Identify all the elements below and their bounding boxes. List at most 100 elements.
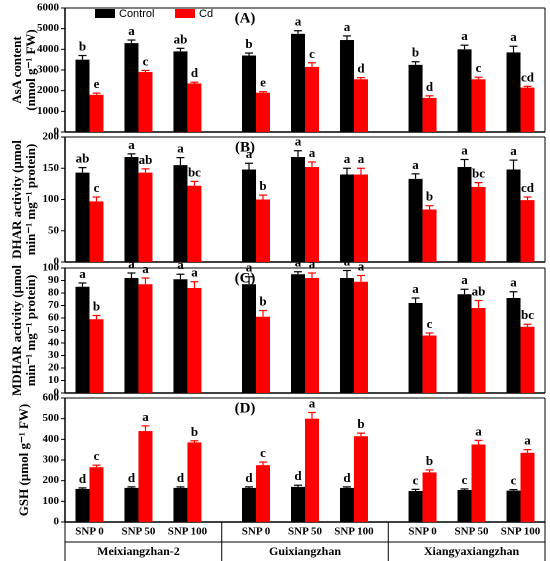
y-tick-label: 100 [43,495,60,507]
y-tick-label: 0 [54,126,60,138]
significance-letter: a [344,151,351,166]
bar [187,83,202,132]
bar [353,174,368,262]
bar [353,79,368,132]
bar [408,303,423,393]
significance-letter: c [427,316,433,331]
bar [173,487,188,522]
significance-letter: e [94,76,100,91]
bar [124,43,139,133]
significance-letter: c [94,180,100,195]
y-tick-label: 20 [48,362,60,374]
bar [75,286,90,393]
bar [89,94,104,132]
significance-letter: ab [139,152,153,167]
significance-letter: a [128,23,135,38]
bar [353,281,368,393]
bar [422,97,437,132]
legend-swatch [175,9,195,18]
significance-letter: c [413,472,419,487]
y-axis-label: (nmol g⁻¹ FW) [23,29,38,111]
y-tick-label: 10 [48,374,60,386]
significance-letter: c [462,472,468,487]
significance-letter: ab [76,151,90,166]
significance-letter: a [295,255,302,270]
significance-letter: b [357,416,364,431]
bar [353,436,368,522]
bar [457,489,472,522]
significance-letter: c [94,448,100,463]
significance-letter: a [510,143,517,158]
y-tick-label: 0 [54,516,60,528]
bar [124,157,139,262]
bar [187,185,202,262]
x-tick-label: SNP 100 [501,526,541,538]
significance-letter: a [510,29,517,44]
significance-letter: c [476,60,482,75]
significance-letter: a [524,433,531,448]
bar [187,442,202,522]
significance-letter: b [93,298,100,313]
significance-letter: bc [188,164,201,179]
bar [256,199,271,262]
bar [173,165,188,262]
bar [75,488,90,522]
significance-letter: a [412,281,419,296]
bar [124,278,139,393]
significance-letter: a [191,265,198,280]
x-tick-label: SNP 50 [455,526,489,538]
x-tick-label: SNP 50 [288,526,322,538]
significance-letter: b [245,36,252,51]
significance-letter: a [128,137,135,152]
y-tick-label: 100 [43,262,60,274]
significance-letter: a [177,141,184,156]
significance-letter: e [260,75,266,90]
bar [291,157,305,262]
panel-label: (B) [235,139,255,155]
y-axis-label: GSH (µmol g⁻¹ FW) [16,404,31,517]
significance-letter: bc [521,307,534,322]
bar [422,335,437,393]
y-tick-label: 3000 [37,64,60,76]
bar [408,178,423,262]
significance-letter: d [357,61,365,76]
bar [339,487,354,522]
significance-letter: d [177,470,185,485]
significance-letter: d [294,468,302,483]
y-tick-label: 0 [54,387,60,399]
significance-letter: b [426,453,433,468]
y-tick-label: 200 [43,131,60,143]
panel-label: (D) [235,400,256,416]
bar [138,172,153,262]
bar [75,59,90,132]
significance-letter: d [426,79,434,94]
significance-letter: a [461,272,468,287]
significance-letter: a [344,19,351,34]
legend-label: Control [119,8,154,20]
significance-letter: d [191,65,199,80]
bar [187,288,202,393]
y-tick-label: 600 [43,392,60,404]
bar [422,209,437,262]
bar [89,319,104,393]
bar [506,298,521,393]
bar [471,444,486,522]
bar [173,51,188,132]
significance-letter: b [259,293,266,308]
significance-letter: b [412,45,419,60]
significance-letter: a [79,266,86,281]
x-tick-label: SNP 100 [168,526,208,538]
bar [457,49,472,133]
significance-letter: a [177,257,184,272]
significance-letter: cd [521,180,535,195]
y-tick-label: 6000 [37,2,60,14]
significance-letter: a [246,146,253,161]
bar [242,284,257,393]
bar [520,87,535,132]
bar [75,172,90,262]
y-tick-label: 50 [48,324,60,336]
bar [173,279,188,393]
significance-letter: a [358,151,365,166]
bar [506,52,521,132]
bar [256,316,271,393]
